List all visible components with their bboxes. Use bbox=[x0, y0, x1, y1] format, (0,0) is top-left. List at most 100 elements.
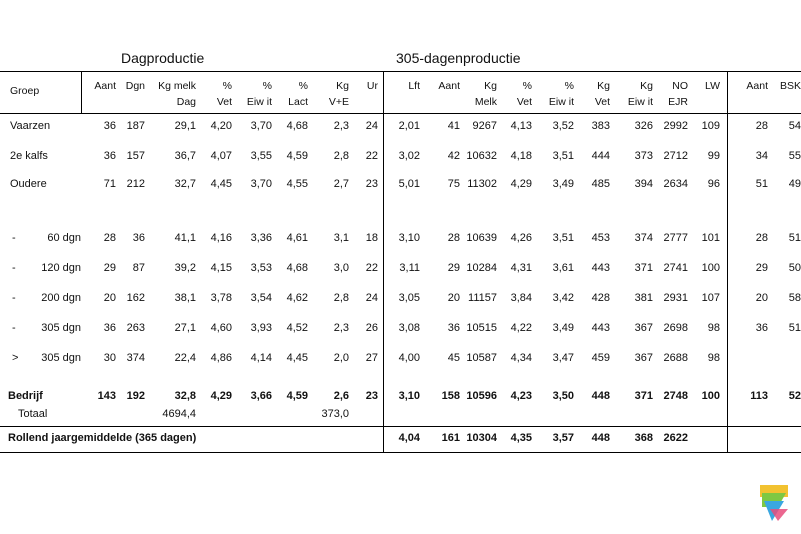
table-cell: 3,51 bbox=[552, 150, 574, 162]
header-dgn: Dgn bbox=[125, 80, 145, 92]
table-cell: 22 bbox=[365, 150, 378, 162]
table-cell: 107 bbox=[701, 292, 720, 304]
rollend-cell: 4,04 bbox=[398, 432, 420, 444]
table-cell: 87 bbox=[132, 262, 145, 274]
table-cell: 428 bbox=[591, 292, 610, 304]
table-cell: 374 bbox=[634, 232, 653, 244]
bedrijf-cell: 52 bbox=[788, 390, 801, 402]
table-cell: 4,45 bbox=[210, 178, 232, 190]
row-label: Vaarzen bbox=[10, 120, 51, 132]
table-cell: 99 bbox=[707, 150, 720, 162]
bedrijf-cell: 143 bbox=[97, 390, 116, 402]
row-label: Oudere bbox=[10, 178, 47, 190]
table-cell: 2688 bbox=[663, 352, 688, 364]
table-cell: 367 bbox=[634, 322, 653, 334]
table-cell: 2992 bbox=[663, 120, 688, 132]
table-cell: 4,61 bbox=[286, 232, 308, 244]
table-cell: 3,84 bbox=[510, 292, 532, 304]
header-eiw305b: Eiw it bbox=[548, 96, 574, 108]
row-label: 120 dgn bbox=[41, 262, 81, 274]
table-cell: 3,61 bbox=[552, 262, 574, 274]
header-vet305b: Vet bbox=[516, 96, 532, 108]
table-cell: 4,16 bbox=[210, 232, 232, 244]
table-cell: 4,13 bbox=[510, 120, 532, 132]
header-kgve1: Kg bbox=[336, 80, 349, 92]
header-kgeiw1: Kg bbox=[640, 80, 653, 92]
table-cell: 373 bbox=[634, 150, 653, 162]
table-top-border bbox=[0, 71, 801, 72]
table-cell: 20 bbox=[755, 292, 768, 304]
table-cell: 444 bbox=[591, 150, 610, 162]
table-cell: 394 bbox=[634, 178, 653, 190]
table-cell: 2,8 bbox=[333, 292, 349, 304]
rollend-cell: 10304 bbox=[466, 432, 497, 444]
table-cell: 3,02 bbox=[398, 150, 420, 162]
table-cell: 24 bbox=[365, 120, 378, 132]
table-cell: 9267 bbox=[472, 120, 497, 132]
table-cell: 49 bbox=[788, 178, 801, 190]
table-cell: 3,42 bbox=[552, 292, 574, 304]
table-cell: 54 bbox=[788, 120, 801, 132]
table-cell: 4,07 bbox=[210, 150, 232, 162]
table-cell: 23 bbox=[365, 178, 378, 190]
table-cell: 10632 bbox=[466, 150, 497, 162]
table-cell: 4,00 bbox=[398, 352, 420, 364]
table-cell: 4,59 bbox=[286, 150, 308, 162]
table-cell: 459 bbox=[591, 352, 610, 364]
table-cell: 2712 bbox=[663, 150, 688, 162]
table-cell: 3,47 bbox=[552, 352, 574, 364]
table-cell: 3,55 bbox=[250, 150, 272, 162]
table-cell: 3,10 bbox=[398, 232, 420, 244]
header-ur: Ur bbox=[366, 80, 378, 92]
table-cell: 51 bbox=[788, 232, 801, 244]
row-label: 305 dgn bbox=[41, 352, 81, 364]
header-kgvet2: Vet bbox=[594, 96, 610, 108]
rollend-cell: 2622 bbox=[663, 432, 688, 444]
table-cell: 2,3 bbox=[333, 120, 349, 132]
table-cell: 4,60 bbox=[210, 322, 232, 334]
header-vet305a: % bbox=[522, 80, 532, 92]
table-cell: 29 bbox=[755, 262, 768, 274]
row-prefix: - bbox=[12, 292, 16, 304]
table-cell: 4,68 bbox=[286, 262, 308, 274]
table-cell: 28 bbox=[755, 120, 768, 132]
table-cell: 11302 bbox=[467, 178, 497, 190]
table-cell: 4,31 bbox=[510, 262, 532, 274]
table-cell: 29 bbox=[103, 262, 116, 274]
header-kgm1: Kg bbox=[484, 80, 497, 92]
table-cell: 3,70 bbox=[250, 178, 272, 190]
table-cell: 374 bbox=[126, 352, 145, 364]
bedrijf-cell: 158 bbox=[441, 390, 460, 402]
header-lft: Lft bbox=[408, 80, 420, 92]
row-label: 2e kalfs bbox=[10, 150, 48, 162]
table-cell: 98 bbox=[707, 322, 720, 334]
table-cell: 371 bbox=[634, 262, 653, 274]
rollend-cell: 161 bbox=[441, 432, 460, 444]
table-cell: 45 bbox=[447, 352, 460, 364]
table-cell: 4,20 bbox=[210, 120, 232, 132]
table-cell: 10284 bbox=[466, 262, 497, 274]
table-cell: 29 bbox=[447, 262, 460, 274]
table-cell: 55 bbox=[788, 150, 801, 162]
table-cell: 3,49 bbox=[552, 322, 574, 334]
table-cell: 10639 bbox=[466, 232, 497, 244]
table-cell: 4,26 bbox=[510, 232, 532, 244]
table-cell: 3,93 bbox=[250, 322, 272, 334]
table-cell: 26 bbox=[365, 322, 378, 334]
header-lw: LW bbox=[705, 80, 720, 92]
table-cell: 4,15 bbox=[210, 262, 232, 274]
dagproductie-title: Dagproductie bbox=[121, 50, 205, 66]
bsk-logo-icon bbox=[760, 485, 788, 521]
table-cell: 4,68 bbox=[286, 120, 308, 132]
table-cell: 2,8 bbox=[333, 150, 349, 162]
table-cell: 100 bbox=[701, 262, 720, 274]
table-cell: 4,14 bbox=[250, 352, 272, 364]
table-cell: 29,1 bbox=[174, 120, 196, 132]
table-cell: 50 bbox=[788, 262, 801, 274]
header-groep: Groep bbox=[10, 85, 40, 97]
table-cell: 71 bbox=[103, 178, 116, 190]
table-cell: 10515 bbox=[466, 322, 497, 334]
header-eiw305a: % bbox=[564, 80, 574, 92]
table-cell: 34 bbox=[755, 150, 768, 162]
header-no2: EJR bbox=[668, 96, 688, 108]
